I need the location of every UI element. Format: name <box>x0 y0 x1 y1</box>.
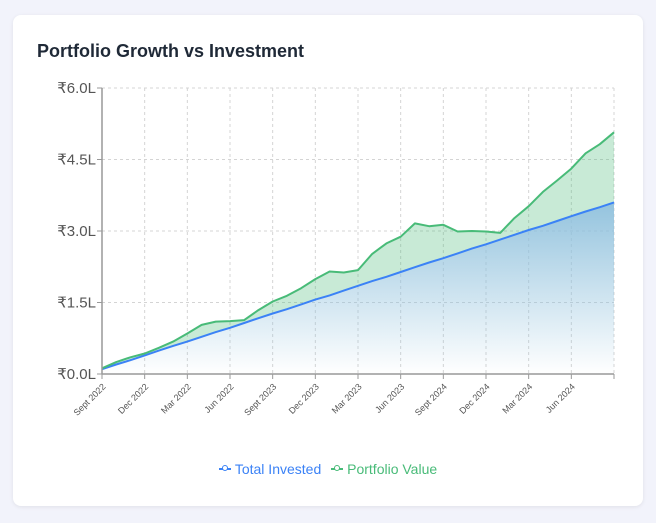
y-tick-label: ₹6.0L <box>57 80 96 97</box>
x-tick-label: Sept 2024 <box>413 382 449 418</box>
total-invested-line <box>101 201 615 371</box>
x-tick-label: Sept 2022 <box>72 382 108 418</box>
x-tick-label: Jun 2024 <box>544 382 577 415</box>
x-tick-label: Dec 2022 <box>116 382 150 416</box>
y-tick-label: ₹3.0L <box>57 223 96 240</box>
legend-item-total-invested[interactable]: Total Invested <box>218 461 322 477</box>
legend-item-portfolio-value[interactable]: Portfolio Value <box>331 461 437 477</box>
y-tick-label: ₹4.5L <box>57 152 96 169</box>
legend-marker-icon <box>218 465 231 471</box>
x-tick-label: Mar 2024 <box>500 382 534 416</box>
x-tick-label: Dec 2023 <box>287 382 321 416</box>
y-tick-label: ₹0.0L <box>57 366 96 383</box>
chart-legend: Total Invested Portfolio Value <box>0 457 656 477</box>
legend-marker-icon <box>331 465 344 471</box>
y-tick-label: ₹1.5L <box>57 295 96 312</box>
x-tick-label: Jun 2023 <box>373 382 406 415</box>
portfolio-value-line <box>101 131 615 370</box>
x-tick-label: Jun 2022 <box>202 382 235 415</box>
x-tick-label: Sept 2023 <box>242 382 278 418</box>
x-tick-label: Mar 2023 <box>330 382 364 416</box>
x-tick-label: Dec 2024 <box>457 382 491 416</box>
legend-label: Portfolio Value <box>347 461 438 477</box>
legend-label: Total Invested <box>234 461 322 477</box>
chart-title: Portfolio Growth vs Investment <box>37 41 305 61</box>
x-tick-label: Mar 2022 <box>159 382 193 416</box>
